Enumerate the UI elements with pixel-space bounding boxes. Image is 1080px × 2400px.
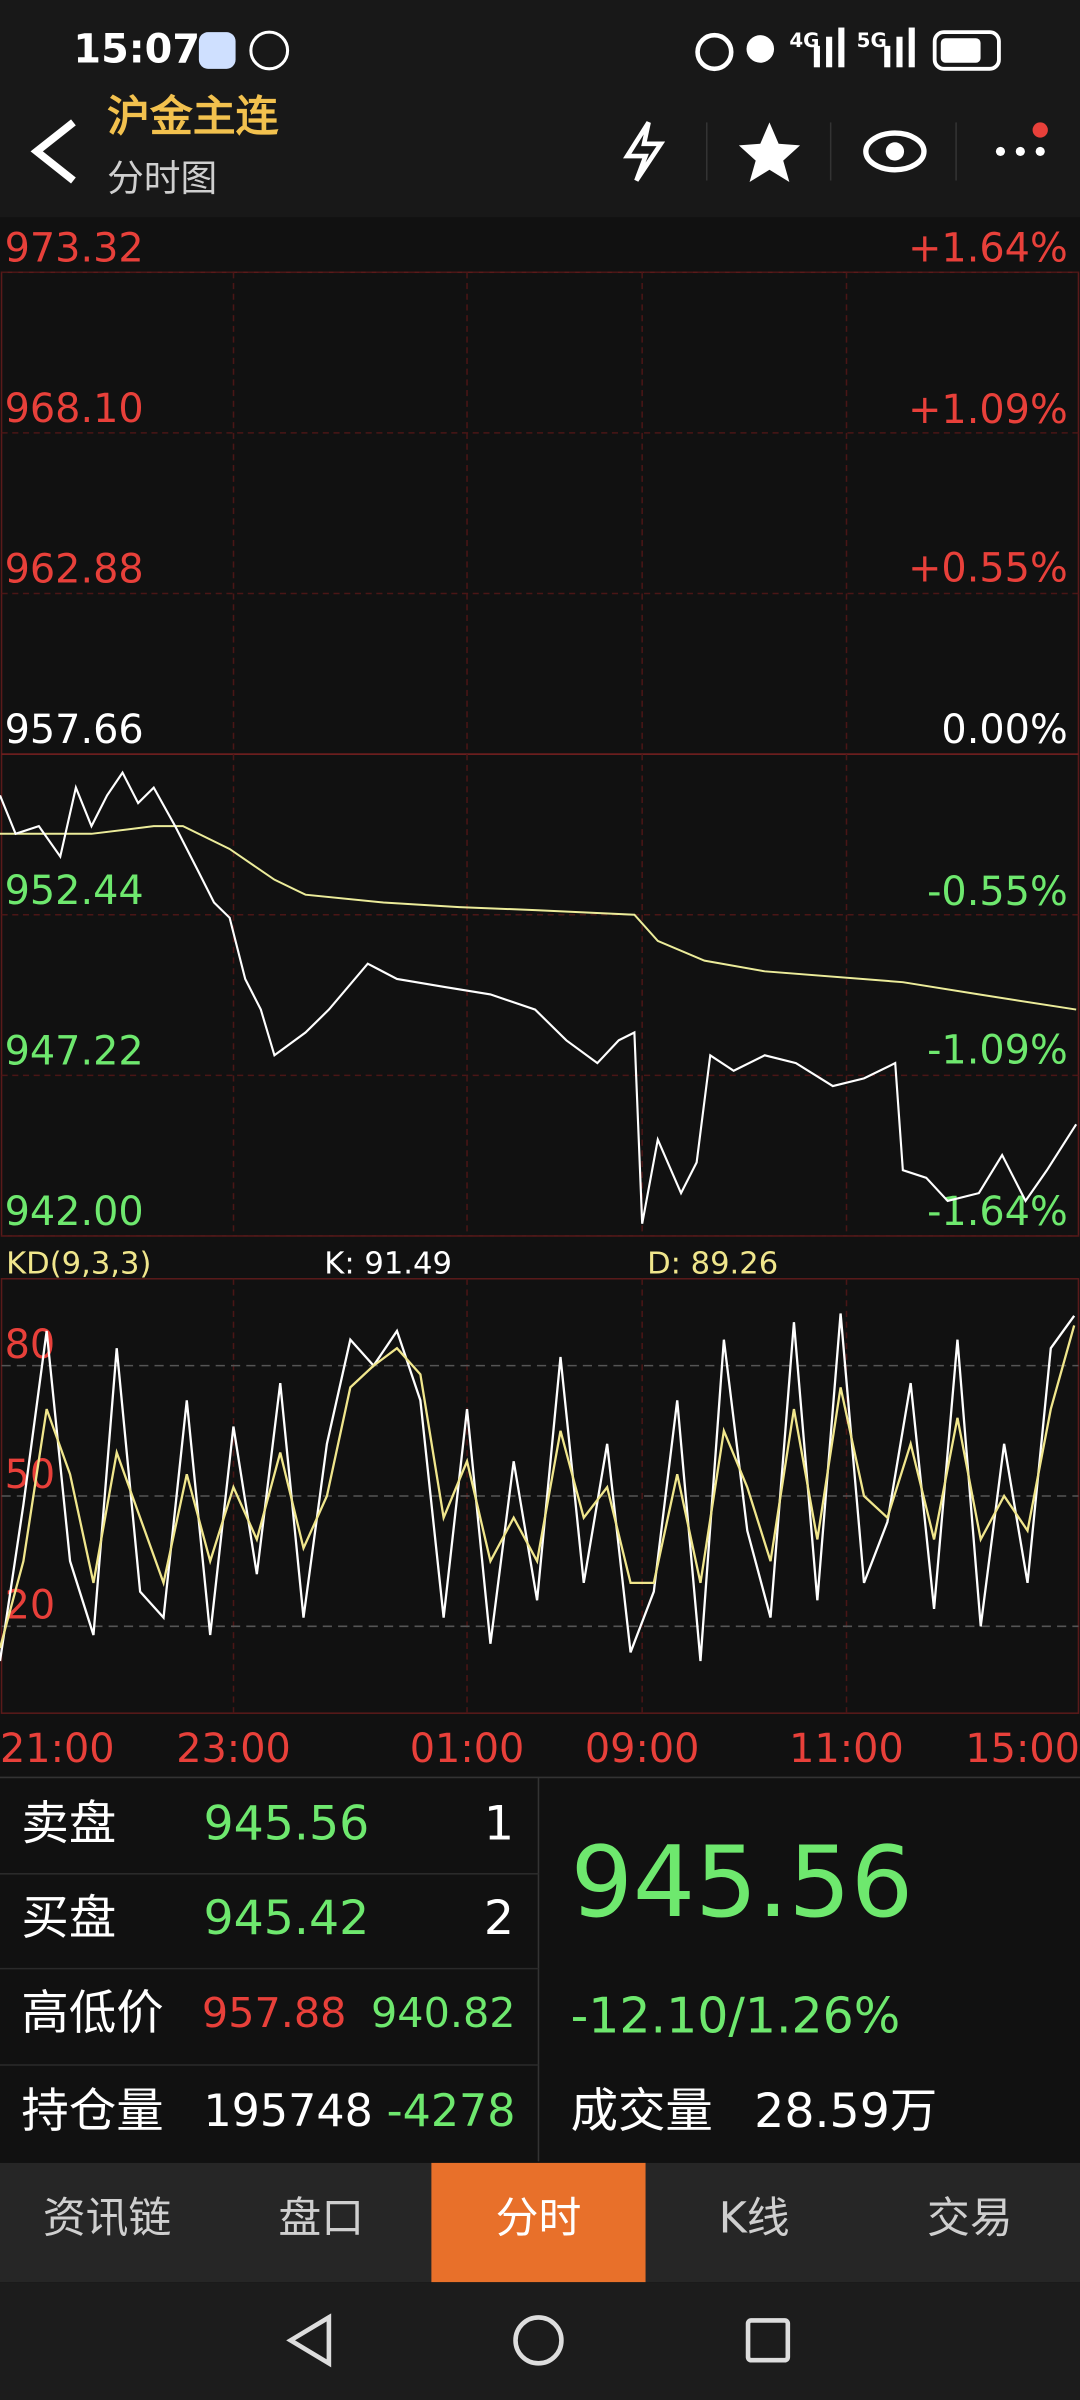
average-line bbox=[0, 825, 1077, 1011]
nav-recent[interactable] bbox=[745, 2318, 791, 2363]
favorite-button[interactable] bbox=[738, 122, 801, 183]
nav-back[interactable] bbox=[286, 2313, 332, 2368]
app-icon bbox=[249, 30, 290, 71]
k-line bbox=[0, 1313, 1076, 1662]
signal-icon bbox=[896, 36, 903, 68]
header-subtitle: 分时图 bbox=[107, 157, 217, 200]
y-tick-label: 957.66 bbox=[5, 707, 144, 753]
y-tick-label: 952.44 bbox=[5, 868, 144, 914]
top-bar-bg bbox=[0, 0, 1080, 218]
back-button[interactable] bbox=[30, 119, 76, 184]
tab-active[interactable]: 分时 bbox=[496, 2194, 582, 2244]
open-interest: 195748 bbox=[203, 2086, 372, 2137]
quote-label: 买盘 bbox=[21, 1891, 116, 1946]
d-line bbox=[0, 1325, 1076, 1649]
y-tick-label: 968.10 bbox=[5, 386, 144, 432]
last-price: 945.56 bbox=[571, 1826, 914, 1940]
header-title: 沪金主连 bbox=[107, 92, 278, 142]
active-tab-bg bbox=[431, 2162, 646, 2283]
y-tick-label: 942.00 bbox=[5, 1189, 144, 1235]
bid-volume: 2 bbox=[484, 1891, 514, 1946]
y2-tick-label: 0.00% bbox=[941, 707, 1067, 753]
quote-label: 卖盘 bbox=[21, 1796, 116, 1851]
tab[interactable]: 交易 bbox=[927, 2194, 1013, 2244]
y2-tick-label: -1.09% bbox=[927, 1027, 1068, 1073]
x-tick-label: 11:00 bbox=[789, 1726, 904, 1772]
watch-icon bbox=[885, 142, 905, 161]
price-line bbox=[0, 770, 1078, 1224]
network-label: 5G bbox=[857, 29, 887, 52]
x-tick-label: 15:00 bbox=[965, 1726, 1080, 1772]
y-tick-label: 962.88 bbox=[5, 547, 144, 593]
nav-home[interactable] bbox=[513, 2315, 564, 2366]
d-label: D: 89.26 bbox=[647, 1247, 778, 1282]
ask-volume: 1 bbox=[484, 1796, 514, 1851]
status-time: 15:07 bbox=[73, 27, 200, 73]
signal-icon bbox=[908, 27, 915, 68]
x-tick-label: 09:00 bbox=[585, 1726, 700, 1772]
y2-tick-label: +1.09% bbox=[908, 387, 1068, 433]
quote-label: 持仓量 bbox=[21, 2084, 163, 2139]
app-icon bbox=[198, 32, 236, 69]
x-tick-label: 21:00 bbox=[0, 1726, 115, 1772]
x-tick-label: 01:00 bbox=[410, 1726, 525, 1772]
x-tick-label: 23:00 bbox=[176, 1726, 291, 1772]
y2-tick-label: +1.64% bbox=[908, 225, 1068, 271]
flash-button[interactable] bbox=[623, 121, 666, 182]
watch-button[interactable] bbox=[863, 130, 927, 173]
low-price: 940.82 bbox=[371, 1989, 516, 2037]
signal-icon bbox=[826, 36, 833, 68]
price-change: -12.10/1.26% bbox=[571, 1988, 901, 2045]
volume: 28.59万 bbox=[754, 2084, 937, 2139]
volume-label: 成交量 bbox=[571, 2084, 713, 2139]
y-tick-label: 20 bbox=[5, 1582, 56, 1628]
more-button[interactable] bbox=[995, 146, 1006, 157]
battery-level bbox=[940, 38, 981, 63]
y2-tick-label: -1.64% bbox=[927, 1189, 1068, 1235]
y2-tick-label: +0.55% bbox=[908, 546, 1068, 592]
ask-price: 945.56 bbox=[203, 1796, 369, 1851]
y2-tick-label: -0.55% bbox=[927, 869, 1068, 915]
y-tick-label: 947.22 bbox=[5, 1028, 144, 1074]
nav-bar bbox=[0, 2282, 1080, 2400]
more-button bbox=[1035, 146, 1045, 157]
signal-icon bbox=[838, 27, 845, 68]
location-icon bbox=[746, 35, 775, 63]
more-button bbox=[1015, 146, 1025, 157]
alarm-icon bbox=[695, 32, 734, 72]
open-interest-change: -4278 bbox=[387, 2086, 516, 2137]
y-tick-label: 973.32 bbox=[5, 225, 144, 271]
signal-icon bbox=[813, 45, 820, 68]
high-price: 957.88 bbox=[202, 1989, 347, 2037]
tab[interactable]: K线 bbox=[719, 2194, 790, 2244]
tab[interactable]: 盘口 bbox=[278, 2194, 364, 2244]
y-tick-label: 80 bbox=[5, 1322, 56, 1368]
battery-icon bbox=[932, 30, 1001, 71]
signal-icon bbox=[884, 45, 891, 68]
quote-label: 高低价 bbox=[21, 1986, 163, 2041]
k-label: K: 91.49 bbox=[324, 1247, 452, 1282]
badge bbox=[1032, 122, 1048, 138]
tab[interactable]: 资讯链 bbox=[43, 2194, 171, 2244]
kd-title: KD(9,3,3) bbox=[6, 1247, 151, 1282]
network-label: 4G bbox=[789, 29, 819, 52]
bid-price: 945.42 bbox=[203, 1891, 369, 1946]
